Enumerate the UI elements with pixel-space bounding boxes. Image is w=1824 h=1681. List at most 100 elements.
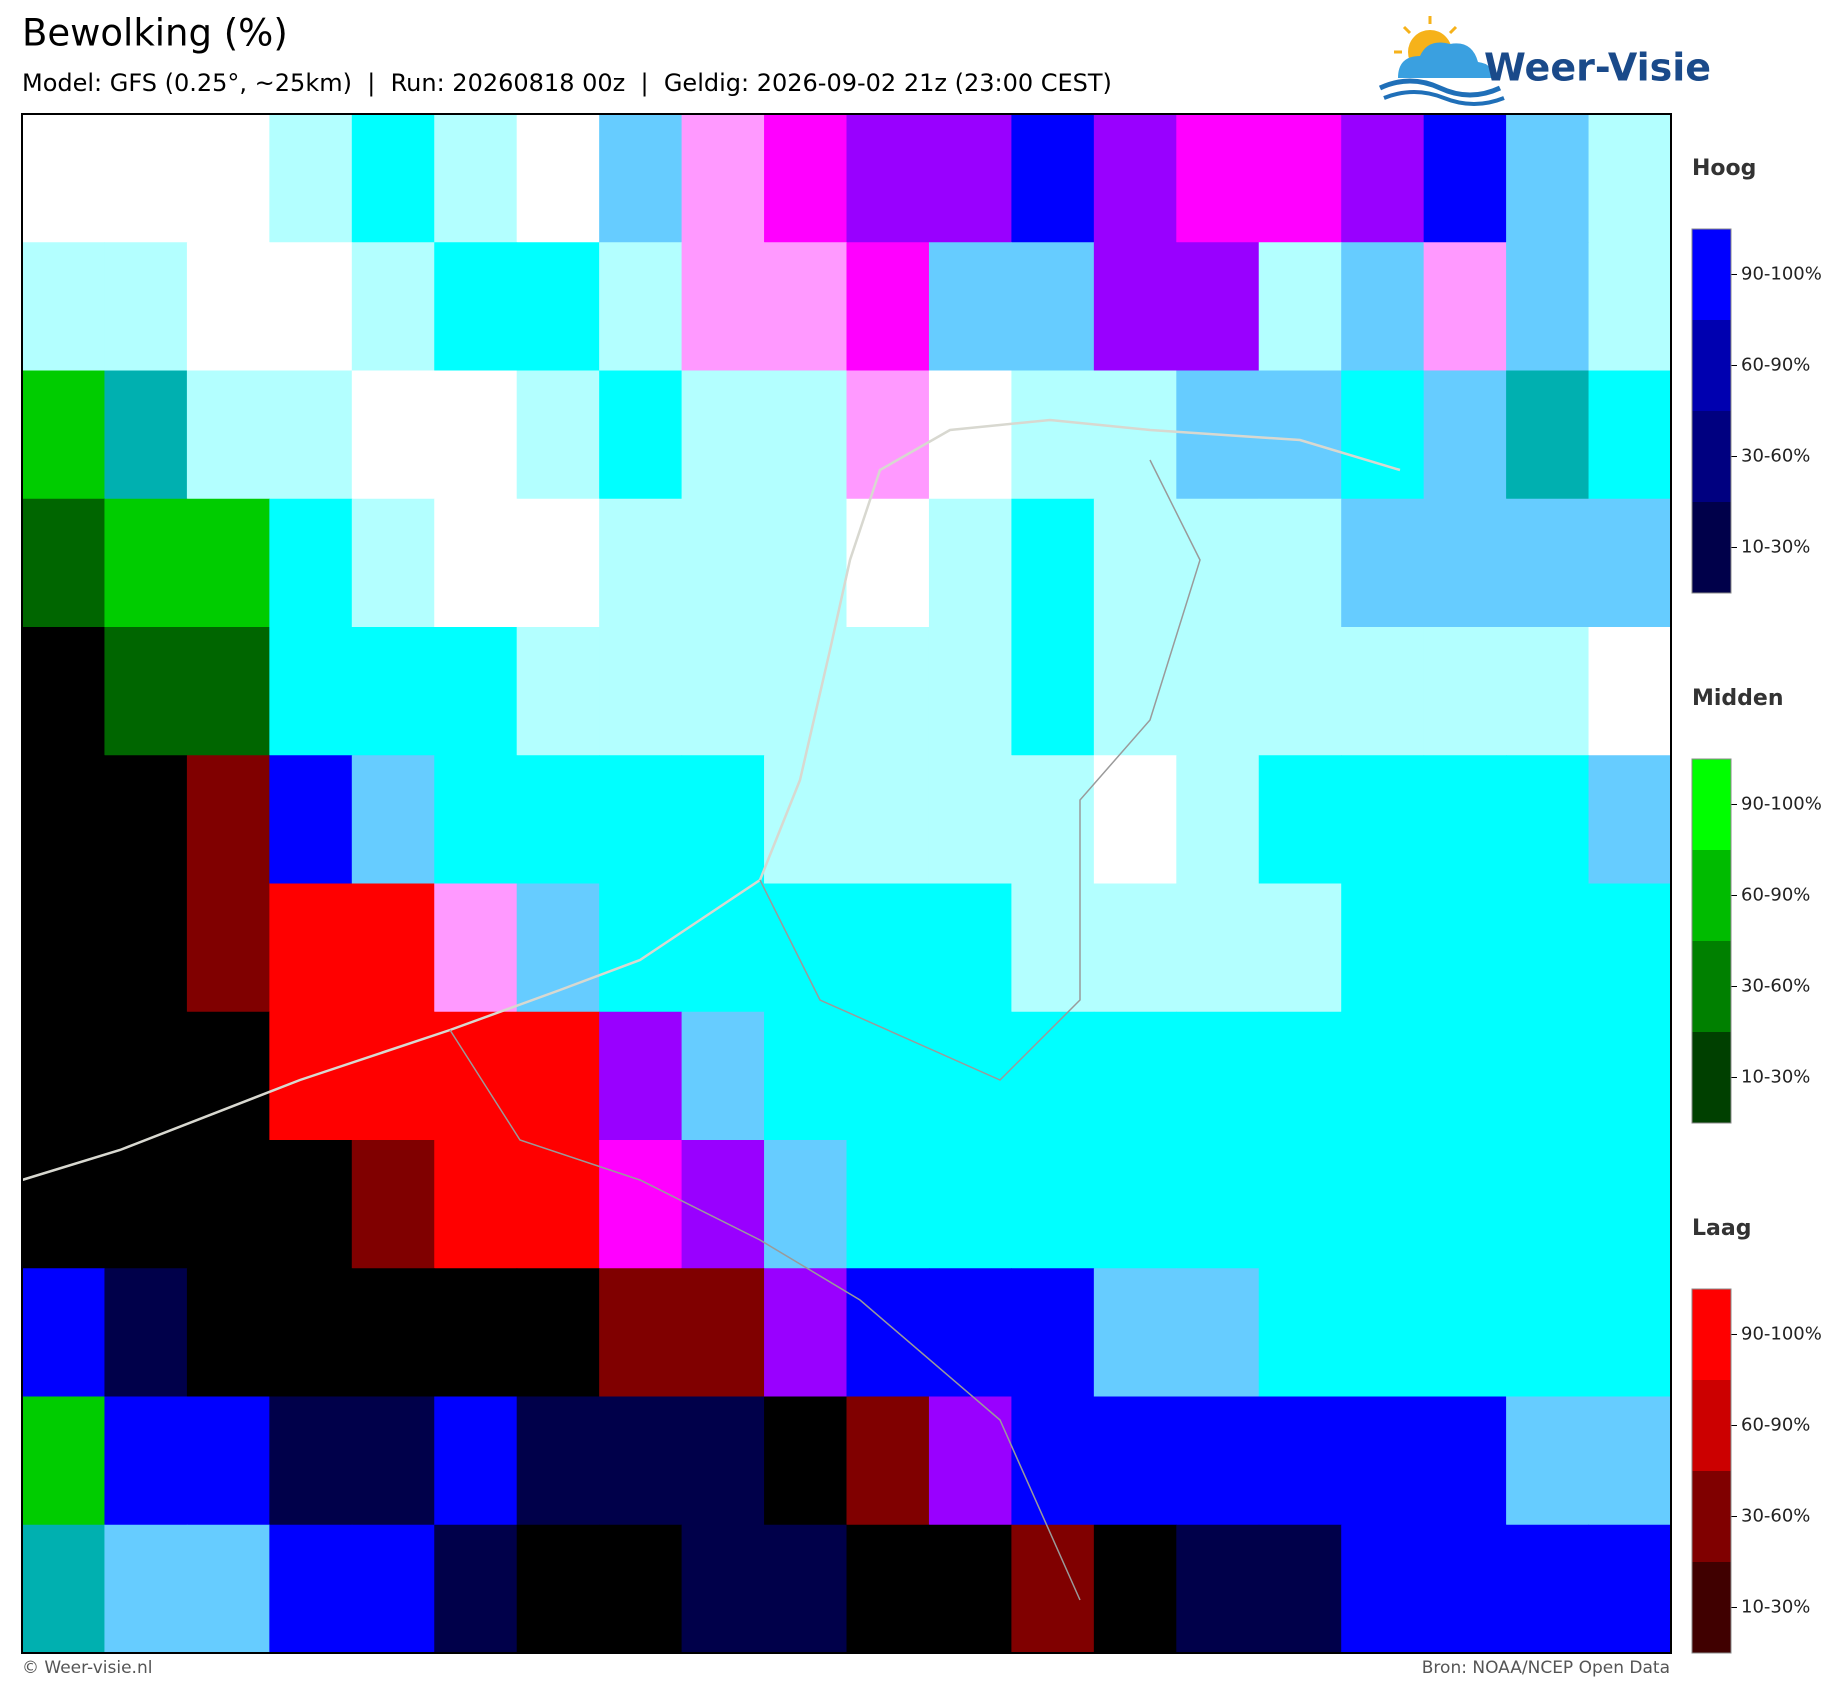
cloud-cell	[22, 627, 105, 756]
legend-label: 60-90%	[1741, 355, 1810, 376]
cloud-cell	[22, 1396, 105, 1526]
cloud-cell	[928, 1140, 1012, 1269]
cloud-cell	[681, 1140, 765, 1269]
legend-swatch	[1692, 1289, 1731, 1380]
cloud-cell	[516, 114, 600, 243]
cloud-cell	[1011, 498, 1095, 628]
cloud-cell	[1506, 883, 1590, 1013]
map	[21, 114, 1672, 1654]
cloud-cell	[1258, 755, 1342, 884]
coastline	[21, 418, 1401, 1182]
legend-label: 10-30%	[1741, 1597, 1810, 1618]
legend-label: 30-60%	[1741, 976, 1810, 997]
legend-label: 90-100%	[1741, 1324, 1822, 1345]
logo-text: Weer-Visie	[1484, 46, 1711, 90]
logo-wave	[1378, 78, 1502, 98]
cloud-cell	[186, 1011, 270, 1141]
cloud-cell	[681, 114, 765, 243]
cloud-cell	[1093, 1011, 1177, 1141]
cloud-cell	[1423, 1268, 1507, 1397]
cloud-cell	[22, 1268, 105, 1397]
cloud-cell	[22, 498, 105, 628]
cloud-cell	[269, 883, 353, 1013]
cloud-cell	[1341, 1011, 1425, 1141]
cloud-cell	[1423, 627, 1507, 756]
cloud-cell	[22, 1524, 105, 1654]
cloud-cell	[434, 1268, 518, 1397]
legend-label: 90-100%	[1741, 794, 1822, 815]
cloud-cell	[846, 1011, 930, 1141]
cloud-cell	[1341, 1140, 1425, 1269]
title: Bewolking (%)	[22, 12, 288, 55]
cloud-cell	[1588, 1011, 1672, 1141]
cloud-cell	[681, 1011, 765, 1141]
cloud-cell	[1588, 498, 1672, 628]
cloud-cell	[599, 1140, 683, 1269]
cloud-cell	[1011, 242, 1095, 371]
legend-swatch	[1692, 1471, 1731, 1562]
cloud-cell	[928, 883, 1012, 1013]
cloud-cell	[1176, 1011, 1260, 1141]
logo-cloud	[1398, 42, 1493, 78]
cloud-cell	[1506, 1524, 1590, 1654]
cloud-cell	[599, 370, 683, 500]
cloud-cell	[516, 627, 600, 756]
border	[449, 459, 1201, 1601]
legend-frame	[1691, 1288, 1732, 1654]
cloud-cell	[599, 755, 683, 884]
cloud-cell	[764, 883, 847, 1013]
cloud-cell	[1506, 755, 1590, 884]
cloud-cell	[1341, 627, 1425, 756]
cloud-cell	[846, 1140, 930, 1269]
cloud-cell	[1341, 1524, 1425, 1654]
cloud-cell	[516, 370, 600, 500]
cloud-cell	[1423, 114, 1507, 243]
cloud-cell	[351, 370, 435, 500]
cloud-cell	[1506, 370, 1590, 500]
cloud-cell	[681, 242, 765, 371]
cloud-cell	[846, 498, 930, 628]
cloud-cell	[269, 627, 353, 756]
cloud-cell	[846, 242, 930, 371]
cloud-cell	[186, 114, 270, 243]
cloud-cell	[351, 627, 435, 756]
cloud-cell	[681, 883, 765, 1013]
cloud-cell	[434, 755, 518, 884]
cloud-cell	[1093, 1268, 1177, 1397]
cloud-cell	[1011, 1268, 1095, 1397]
legend-label: 30-60%	[1741, 1506, 1810, 1527]
cloud-cell	[1258, 1396, 1342, 1526]
cloud-cell	[351, 883, 435, 1013]
cloud-cell	[1176, 755, 1260, 884]
cloud-cell	[1093, 755, 1177, 884]
cloud-cell	[269, 755, 353, 884]
cloud-cell	[928, 114, 1012, 243]
cloud-cell	[1588, 1268, 1672, 1397]
cloud-cell	[1423, 1011, 1507, 1141]
cloud-cell	[186, 242, 270, 371]
cloud-cell	[1258, 370, 1342, 500]
logo-rays	[1394, 16, 1458, 54]
cloud-cell	[928, 1396, 1012, 1526]
cloud-cell	[104, 755, 188, 884]
cloud-cell	[269, 1524, 353, 1654]
cloud-cell	[928, 242, 1012, 371]
cloud-cell	[1176, 498, 1260, 628]
legend-label: 60-90%	[1741, 1415, 1810, 1436]
cloud-cell	[1258, 1140, 1342, 1269]
cloud-cell	[186, 1396, 270, 1526]
cloud-cell	[764, 755, 847, 884]
cloud-cell	[1588, 1524, 1672, 1654]
cloud-cell	[1341, 1268, 1425, 1397]
cloud-cell	[516, 1268, 600, 1397]
cloud-cell	[269, 370, 353, 500]
cloud-cell	[186, 627, 270, 756]
legend-label: 60-90%	[1741, 885, 1810, 906]
subtitle: Model: GFS (0.25°, ~25km) | Run: 2026081…	[22, 69, 1112, 97]
cloud-cell	[764, 370, 847, 500]
cloud-cell	[1423, 1140, 1507, 1269]
cloud-cell	[1176, 242, 1260, 371]
cloud-cell	[104, 1524, 188, 1654]
cloud-cell	[1588, 114, 1672, 243]
footer-left: © Weer-visie.nl	[22, 1658, 152, 1678]
